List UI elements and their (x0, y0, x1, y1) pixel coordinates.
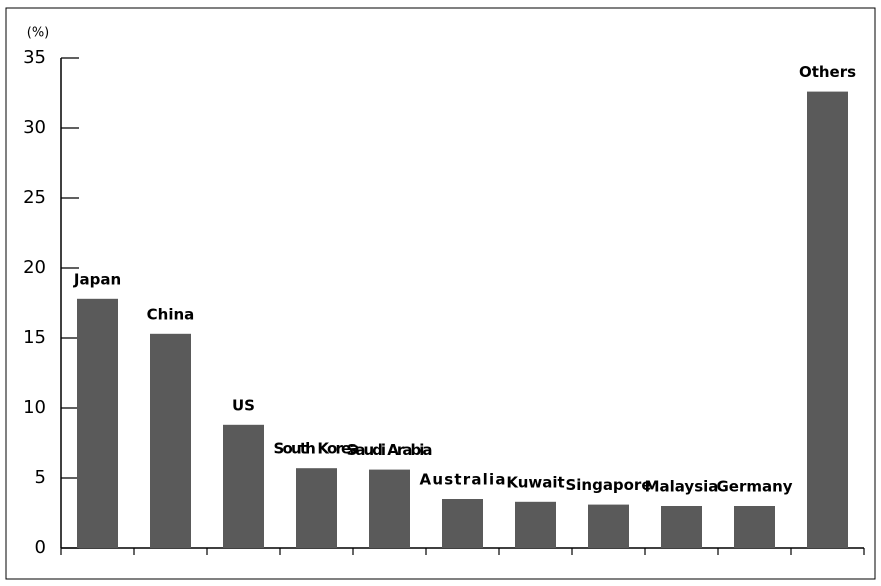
y-tick-label: 30 (23, 117, 46, 138)
category-label: Australia (420, 471, 506, 489)
y-tick-label: 25 (23, 187, 46, 208)
bar (150, 333, 191, 548)
category-label: Kuwait (506, 473, 564, 491)
bar (369, 469, 410, 548)
bar (223, 424, 264, 548)
bar (442, 499, 483, 548)
bar (515, 501, 556, 548)
category-label: Saudi Arabia (347, 441, 433, 459)
unit-label: (%) (27, 26, 50, 41)
frame (5, 7, 876, 580)
bar (588, 504, 629, 548)
y-tick-label: 35 (23, 47, 46, 68)
category-label: Germany (716, 478, 792, 496)
category-label: US (232, 396, 255, 414)
bar (807, 91, 848, 548)
category-label: Malaysia (645, 478, 719, 496)
bar (661, 506, 702, 548)
bar (77, 298, 118, 548)
bar (296, 468, 337, 548)
category-label: Others (799, 63, 856, 81)
category-label: Japan (73, 270, 121, 288)
y-tick-label: 0 (35, 537, 46, 558)
category-label: China (147, 305, 195, 323)
category-label: Singapore (566, 476, 652, 494)
y-tick-label: 10 (23, 397, 46, 418)
bar (734, 506, 775, 548)
y-tick-label: 5 (35, 467, 46, 488)
y-tick-label: 15 (23, 327, 46, 348)
y-tick-label: 20 (23, 257, 46, 278)
category-label: South Korea (274, 440, 360, 458)
